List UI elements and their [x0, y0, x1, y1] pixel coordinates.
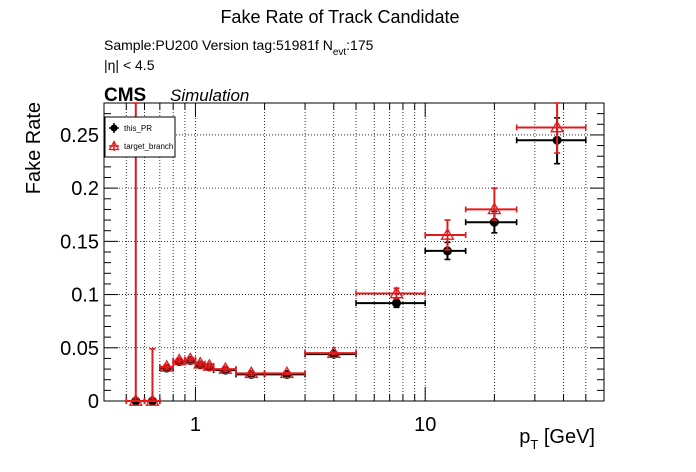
y-tick-label: 0.2 [71, 178, 99, 200]
data-point [326, 345, 341, 358]
y-tick-label: 0.25 [60, 125, 99, 147]
data-point [487, 202, 502, 215]
legend-label: target_branch [124, 142, 173, 151]
x-axis-label-unit: [GeV] [538, 426, 595, 448]
y-tick-label: 0.05 [60, 338, 99, 360]
nevt-value: :175 [346, 37, 373, 53]
cms-simulation-label: Simulation [170, 86, 249, 105]
data-point [549, 120, 565, 133]
nevt-subscript: evt [333, 47, 347, 58]
y-tick-label: 0.15 [60, 231, 99, 253]
axes: 1 10 0 0.05 0.1 0.15 0.2 0.25 [60, 102, 605, 436]
data-point [145, 393, 160, 406]
legend-label: this_PR [124, 124, 152, 133]
x-tick-label: 10 [414, 414, 436, 436]
x-axis-label: pT [GeV] [519, 426, 595, 452]
data-point [159, 359, 174, 372]
plot-frame [103, 102, 605, 402]
sample-version-text: Sample:PU200 Version tag:51981f N [104, 37, 333, 53]
legend-box [104, 116, 176, 158]
sample-info: Sample:PU200 Version tag:51981f Nevt:175 [104, 37, 374, 58]
data-point [202, 358, 217, 371]
data-point [172, 353, 187, 366]
data-point [193, 356, 208, 369]
data-point [279, 366, 295, 379]
series-target_branch [125, 102, 587, 406]
data-point [183, 352, 198, 365]
legend-marker [108, 140, 120, 151]
x-axis-label-sub: T [530, 437, 538, 452]
y-axis-label: Fake Rate [23, 102, 45, 194]
data-point [389, 286, 404, 299]
data-point [391, 298, 401, 308]
legend: this_PR target_branch [104, 116, 176, 158]
legend-marker [110, 124, 118, 132]
y-tick-label: 0.1 [71, 285, 99, 307]
x-tick-label: 1 [190, 414, 201, 436]
data-point [440, 227, 455, 240]
data-point [442, 246, 452, 256]
data-point [128, 393, 143, 406]
data-series [125, 102, 587, 406]
y-tick-label: 0 [88, 391, 99, 413]
chart-title: Fake Rate of Track Candidate [220, 7, 459, 27]
x-axis-label-main: p [519, 426, 530, 448]
data-point [218, 361, 233, 374]
data-point [244, 366, 259, 379]
eta-cut-label: |η| < 4.5 [104, 57, 155, 73]
cms-label: CMS [104, 85, 146, 106]
grid-lines [103, 103, 605, 401]
